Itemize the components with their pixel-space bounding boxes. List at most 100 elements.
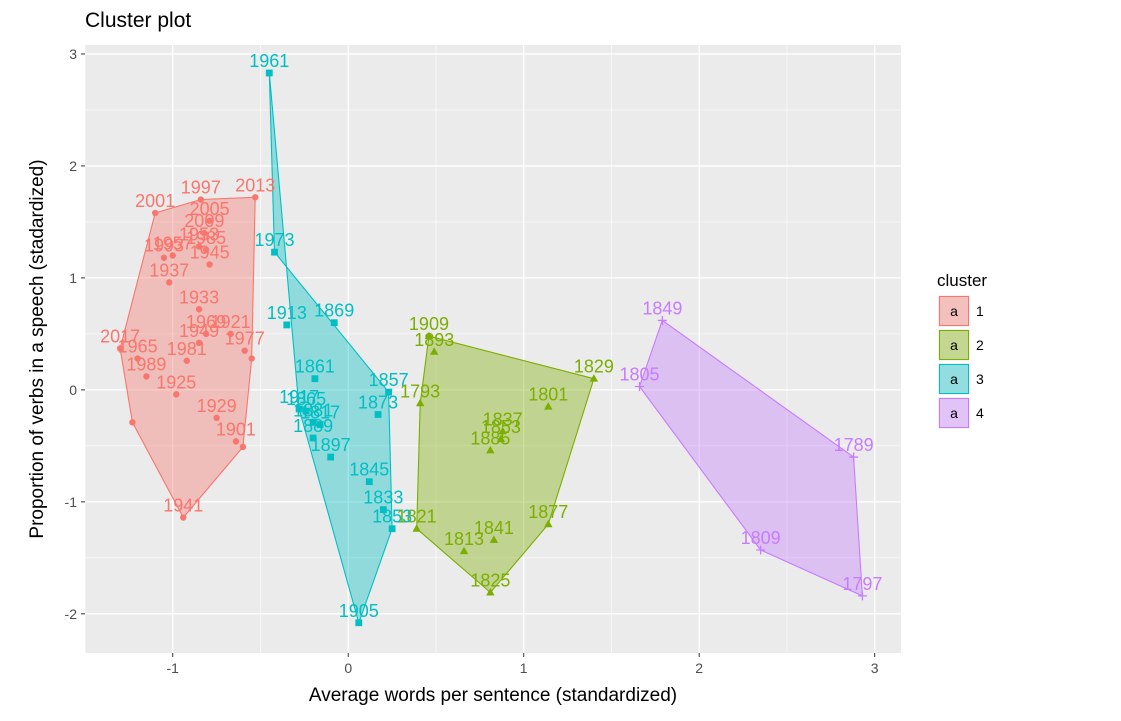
legend-key-glyph: a (950, 303, 958, 319)
cluster-4-hull (638, 319, 864, 597)
point-label: 1833 (363, 488, 403, 508)
cluster-2-point (496, 434, 506, 443)
point-label: 1925 (156, 372, 196, 392)
point-label: 1853 (481, 417, 521, 437)
legend-key-fill-4 (939, 398, 969, 428)
point-label: 2013 (235, 175, 275, 195)
point-label: 1793 (400, 381, 440, 401)
cluster-2-point (498, 426, 507, 435)
cluster-1-point (195, 243, 203, 250)
cluster-2-point (486, 445, 495, 454)
point-label: 1913 (267, 303, 307, 323)
cluster-3-point (311, 375, 319, 383)
point-label: 2005 (190, 199, 230, 219)
y-tick-label: -1 (65, 494, 78, 510)
point-label: 1801 (528, 385, 568, 405)
cluster-3-point (295, 405, 303, 413)
point-label: 1997 (181, 178, 221, 198)
cluster-1-point (213, 414, 220, 422)
point-label: 1809 (741, 528, 781, 548)
legend-key-glyph: a (950, 371, 958, 387)
cluster-2-point (589, 374, 599, 382)
point-label: 1829 (574, 357, 614, 377)
cluster-1-point (197, 196, 205, 203)
point-label: 1941 (163, 496, 203, 516)
cluster-1-point (166, 279, 173, 286)
cluster-1-point (116, 345, 124, 352)
cluster-1-point (206, 217, 213, 224)
y-tick-label: 2 (69, 158, 77, 174)
legend-key-1 (938, 295, 970, 327)
x-axis-title: Average words per sentence (standardized… (309, 685, 677, 706)
cluster-hulls (119, 72, 864, 625)
legend-key-3 (938, 363, 970, 395)
cluster-2-point (544, 402, 553, 410)
y-axis-title: Proportion of verbs in a speech (stadard… (27, 159, 48, 538)
legend-key-fill-3 (939, 364, 969, 394)
legend-key-2 (938, 329, 970, 361)
cluster-2-point (412, 524, 421, 532)
point-label: 1805 (620, 365, 660, 385)
point-label: 2017 (100, 326, 140, 346)
point-label: 1933 (179, 287, 219, 307)
chart-title: Cluster plot (85, 9, 191, 32)
point-label: 1813 (444, 529, 484, 549)
cluster-1-point (129, 419, 136, 426)
point-label: 1861 (295, 357, 335, 377)
legend: cluster a 1 a 2 a 3 a 4 (937, 271, 987, 429)
point-label: 1789 (834, 435, 874, 455)
point-label: 1937 (149, 260, 189, 280)
cluster-4-point (857, 591, 867, 601)
cluster-3-point (271, 248, 278, 256)
legend-key-glyph: a (950, 337, 958, 353)
point-label: 1893 (414, 330, 454, 350)
point-label: 1797 (842, 574, 882, 594)
point-label: 1953 (179, 225, 219, 245)
cluster-1-point (195, 306, 203, 313)
cluster-3-point (330, 319, 338, 327)
cluster-1-point (169, 252, 176, 259)
cluster-3-point (302, 407, 310, 415)
point-label: 1993 (144, 236, 184, 256)
point-label: 1961 (249, 51, 289, 71)
point-label: 1857 (369, 370, 409, 390)
legend-title: cluster (937, 271, 987, 290)
point-label: 1949 (179, 321, 219, 341)
cluster-1-point (202, 246, 210, 254)
point-label: 1901 (216, 419, 256, 439)
point-label: 1845 (349, 460, 389, 480)
point-label: 1985 (186, 228, 226, 248)
point-label: 1989 (126, 354, 166, 374)
cluster-1-point (183, 357, 190, 364)
point-label: 1825 (470, 571, 510, 591)
point-label: 1917 (279, 387, 319, 407)
point-label: 2001 (135, 191, 175, 211)
cluster-3-point (385, 388, 392, 396)
cluster-3-point (379, 506, 387, 514)
cluster-3-point (365, 478, 373, 486)
cluster-1-point (180, 514, 187, 521)
legend-label-3: 3 (976, 371, 984, 387)
legend-key-glyph: a (950, 405, 958, 421)
cluster-1-point (201, 229, 208, 237)
point-label: 1853 (372, 507, 412, 527)
cluster-2-point (486, 588, 495, 596)
cluster-1-point (173, 391, 180, 398)
y-tick-label: 0 (69, 382, 77, 398)
cluster-1-point (239, 443, 247, 451)
y-tick-label: 3 (69, 46, 77, 62)
point-label: 1969 (186, 312, 226, 332)
point-label: 1981 (167, 339, 207, 359)
x-tick-label: -1 (167, 660, 180, 676)
cluster-2-point (415, 398, 425, 407)
point-label: 1849 (642, 298, 682, 318)
cluster-3-point (309, 418, 317, 426)
cluster-4-point (635, 382, 645, 392)
point-label: 1909 (409, 314, 449, 334)
point-label: 1881 (293, 400, 333, 420)
cluster-1-point (206, 261, 213, 268)
cluster-1-point (195, 339, 203, 347)
cluster-4-point (756, 545, 766, 555)
x-tick-label: 1 (520, 660, 528, 676)
